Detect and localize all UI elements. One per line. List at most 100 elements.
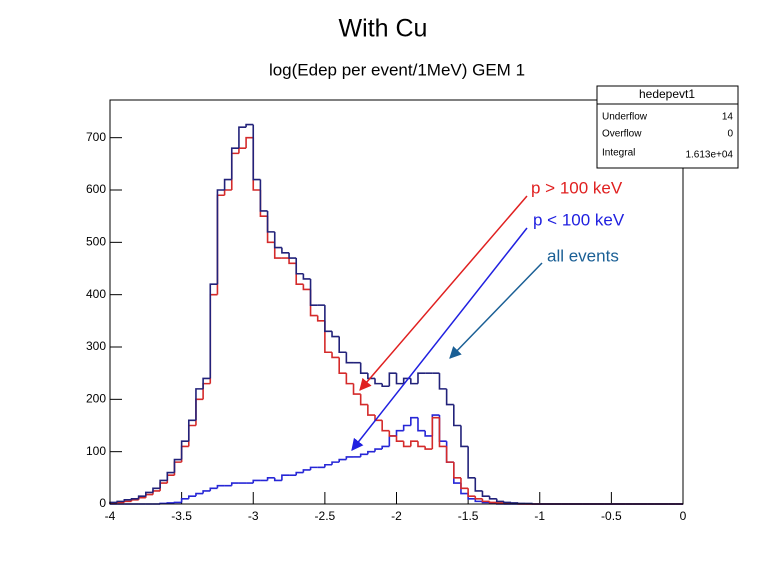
- histogram-bin: [338, 336, 347, 354]
- x-tick-label: -4: [105, 509, 116, 523]
- y-tick-label: 100: [86, 444, 106, 458]
- histogram-bin: [281, 247, 290, 254]
- histogram-bin: [453, 462, 461, 479]
- x-tick-label: -1: [534, 509, 545, 523]
- y-tick-label: 300: [86, 339, 106, 353]
- histogram-bin: [245, 123, 254, 128]
- histogram-bin: [195, 388, 204, 421]
- histogram-bin: [381, 420, 390, 432]
- chart-subtitle: log(Edep per event/1MeV) GEM 1: [269, 60, 525, 79]
- histogram-bin: [309, 278, 318, 306]
- histogram-bin: [288, 258, 297, 265]
- histogram-bin: [374, 378, 383, 385]
- histogram-bin: [417, 441, 426, 448]
- histogram-bin: [266, 210, 275, 233]
- histogram-bin: [331, 331, 340, 338]
- histogram-bin: [467, 488, 476, 497]
- y-tick-label: 500: [86, 235, 106, 249]
- y-tick-label: 200: [86, 392, 106, 406]
- y-tick-label: 400: [86, 287, 106, 301]
- histogram-bin: [209, 487, 218, 491]
- histogram-bin: [324, 463, 333, 468]
- histogram-bin: [424, 430, 433, 437]
- stats-box: hedepevt1 Underflow 14 Overflow 0 Integr…: [596, 85, 739, 169]
- histogram-bin: [202, 490, 211, 494]
- histogram-bin: [438, 417, 447, 448]
- histogram-bin: [202, 377, 211, 389]
- histogram-bin: [495, 502, 504, 504]
- histogram-bin: [388, 372, 397, 387]
- histogram-bin: [331, 352, 340, 359]
- histogram-bin: [410, 378, 418, 385]
- x-tick-label: -0.5: [601, 509, 622, 523]
- stats-value: 0: [727, 129, 733, 140]
- histogram-bin: [495, 498, 504, 503]
- histogram-bin: [402, 424, 411, 431]
- x-tick-label: -3: [248, 509, 259, 523]
- histogram-bin: [359, 394, 368, 406]
- x-tick-label: -1.5: [458, 509, 479, 523]
- histogram-bin: [152, 487, 161, 493]
- histogram-bin: [195, 492, 204, 497]
- histogram-bin: [266, 477, 275, 481]
- histogram-bin: [137, 495, 146, 499]
- y-tick-label: 600: [86, 182, 106, 196]
- chart-title: With Cu: [339, 15, 428, 43]
- histogram-bin: [309, 466, 318, 470]
- histogram-bin: [295, 258, 304, 275]
- histogram-bin: [345, 373, 354, 385]
- stats-label: Underflow: [602, 112, 648, 123]
- histogram-bin: [173, 501, 182, 504]
- histogram-bin: [238, 126, 247, 149]
- histogram-bin: [388, 430, 397, 437]
- histogram-bin: [252, 479, 261, 484]
- histogram-bin: [488, 496, 497, 500]
- histogram-bin: [445, 388, 454, 406]
- histogram-bin: [345, 456, 354, 460]
- stats-title: hedepevt1: [639, 87, 695, 101]
- histogram-bin: [510, 502, 519, 504]
- histogram-bin: [402, 441, 411, 448]
- histogram-bin: [467, 446, 476, 479]
- stats-label: Overflow: [602, 129, 642, 140]
- stats-value: 1.613e+04: [685, 150, 733, 161]
- x-tick-label: -2.5: [315, 509, 336, 523]
- histogram-bin: [230, 147, 239, 180]
- histogram-bin: [417, 372, 426, 384]
- histogram-bin: [359, 362, 368, 374]
- histogram-bin: [187, 419, 196, 442]
- histogram-bin: [381, 445, 390, 450]
- histogram-bin: [145, 491, 153, 497]
- histogram-bin: [367, 404, 376, 416]
- histogram-bin: [259, 179, 268, 212]
- histogram-bin: [381, 383, 390, 388]
- annotation-arrow: [351, 227, 528, 451]
- annotation-arrow: [449, 262, 543, 359]
- histogram-bin: [417, 417, 426, 432]
- histogram-bin: [166, 471, 175, 481]
- histogram-bin: [116, 500, 125, 503]
- histogram-bin: [424, 446, 433, 450]
- histogram-bin: [338, 458, 347, 463]
- histogram-bin: [503, 501, 512, 504]
- histogram-bin: [295, 471, 304, 476]
- histogram-bin: [216, 189, 225, 285]
- histogram-bin: [359, 453, 368, 457]
- annotation: p > 100 keV: [531, 178, 623, 197]
- histogram-bin: [116, 501, 125, 504]
- histogram-bin: [302, 284, 311, 291]
- histogram-bin: [223, 178, 232, 191]
- stats-frame: [596, 85, 739, 169]
- histogram-bin: [159, 479, 168, 489]
- histogram-bin: [130, 497, 139, 500]
- y-tick-label: 0: [99, 496, 106, 510]
- x-tick-label: -2: [391, 509, 402, 523]
- histogram-bin: [281, 474, 290, 481]
- histogram-bin: [460, 477, 469, 490]
- histogram-bin: [481, 498, 490, 503]
- histogram-bin: [302, 469, 311, 473]
- histogram-bin: [460, 425, 469, 448]
- histogram-bin: [395, 429, 404, 436]
- histogram-bin: [410, 416, 418, 426]
